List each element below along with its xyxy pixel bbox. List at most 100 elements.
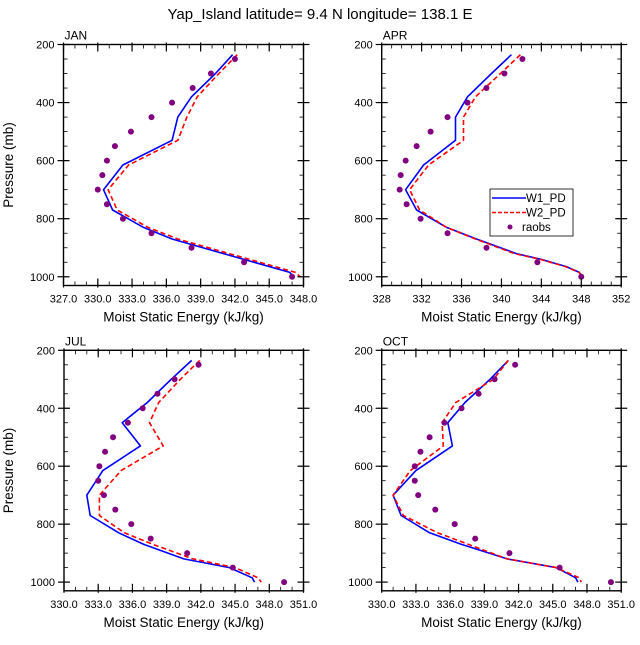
y-tick-label: 200 bbox=[354, 345, 372, 357]
raobs-point bbox=[403, 201, 410, 208]
raobs-point bbox=[432, 506, 439, 513]
panel-label: APR bbox=[383, 29, 408, 43]
x-tick-label: 345.0 bbox=[221, 599, 249, 611]
raobs-point bbox=[464, 99, 471, 106]
raobs-point bbox=[128, 521, 135, 528]
raobs-point bbox=[111, 143, 118, 150]
raobs-point bbox=[475, 390, 482, 397]
x-tick-label: 344 bbox=[532, 294, 550, 306]
panel-oct: OCT 330.0 333.0 336.0 339.0 342.0 345.0 348.0 35… bbox=[348, 334, 635, 630]
series-line-w2-pd bbox=[408, 54, 583, 278]
raobs-point bbox=[112, 506, 119, 513]
series-line-w2-pd bbox=[98, 359, 262, 583]
x-tick-label: 333.0 bbox=[84, 599, 112, 611]
raobs-point bbox=[556, 564, 563, 571]
raobs-point bbox=[607, 579, 614, 586]
raobs-point bbox=[501, 70, 508, 77]
raobs-point bbox=[119, 215, 126, 222]
raobs-point bbox=[94, 186, 101, 193]
y-tick-label: 1000 bbox=[348, 272, 372, 284]
raobs-point bbox=[441, 419, 448, 426]
x-tick-label: 330.0 bbox=[50, 599, 78, 611]
legend-label: W2_PD bbox=[526, 208, 566, 220]
raobs-point bbox=[229, 564, 236, 571]
x-tick-label: 351.0 bbox=[290, 599, 318, 611]
raobs-point bbox=[195, 361, 202, 368]
y-tick-label: 200 bbox=[36, 40, 54, 52]
raobs-point bbox=[110, 434, 117, 441]
y-tick-label: 400 bbox=[354, 98, 372, 110]
raobs-point bbox=[506, 550, 513, 557]
raobs-point bbox=[402, 157, 409, 164]
x-tick-label: 348 bbox=[572, 294, 590, 306]
x-tick-label: 332 bbox=[412, 294, 430, 306]
raobs-point bbox=[413, 143, 420, 150]
raobs-point bbox=[281, 579, 288, 586]
y-tick-label: 400 bbox=[37, 403, 55, 415]
y-tick-label: 600 bbox=[36, 156, 54, 168]
x-tick-label: 342.0 bbox=[221, 294, 249, 306]
raobs-point bbox=[458, 405, 465, 412]
x-tick-label: 342.0 bbox=[187, 599, 215, 611]
y-tick-label: 1000 bbox=[31, 577, 55, 589]
x-tick-label: 348.0 bbox=[256, 599, 284, 611]
raobs-point bbox=[171, 376, 178, 383]
x-tick-label: 339.0 bbox=[187, 294, 215, 306]
raobs-point bbox=[512, 361, 519, 368]
raobs-point bbox=[184, 550, 191, 557]
x-axis-label: Moist Static Energy (kJ/kg) bbox=[103, 310, 264, 325]
raobs-point bbox=[396, 186, 403, 193]
x-tick-label: 336.0 bbox=[153, 294, 181, 306]
panels: JAN 327.0 330.0 333.0 336.0 339.0 342.0 345.0 34… bbox=[1, 29, 635, 630]
x-tick-label: 328 bbox=[373, 294, 391, 306]
raobs-point bbox=[169, 99, 176, 106]
raobs-point bbox=[103, 157, 110, 164]
y-tick-label: 1000 bbox=[348, 577, 372, 589]
raobs-point bbox=[519, 56, 526, 63]
raobs-point bbox=[154, 390, 161, 397]
raobs-point bbox=[95, 477, 102, 484]
raobs-point bbox=[207, 70, 214, 77]
series-line-w2-pd bbox=[107, 54, 301, 278]
x-tick-label: 336.0 bbox=[436, 599, 464, 611]
raobs-point bbox=[148, 230, 155, 237]
raobs-point bbox=[289, 273, 296, 280]
x-tick-label: 340 bbox=[492, 294, 510, 306]
raobs-point bbox=[397, 172, 404, 179]
raobs-point bbox=[124, 419, 131, 426]
x-axis-label: Moist Static Energy (kJ/kg) bbox=[421, 310, 582, 325]
y-axis-label: Pressure (mb) bbox=[1, 428, 16, 514]
x-tick-label: 330.0 bbox=[368, 599, 396, 611]
plot-frame bbox=[63, 349, 305, 592]
y-tick-label: 800 bbox=[354, 214, 372, 226]
raobs-point bbox=[411, 477, 418, 484]
x-tick-label: 336 bbox=[452, 294, 470, 306]
y-tick-label: 600 bbox=[354, 156, 372, 168]
raobs-point bbox=[96, 463, 103, 470]
raobs-point bbox=[139, 405, 146, 412]
raobs-point bbox=[189, 85, 196, 92]
panel-label: JAN bbox=[65, 29, 88, 43]
x-tick-label: 336.0 bbox=[119, 599, 147, 611]
series-line-w1-pd bbox=[102, 54, 294, 278]
legend-box bbox=[489, 188, 574, 237]
x-tick-label: 348.0 bbox=[573, 599, 601, 611]
raobs-point bbox=[427, 128, 434, 135]
raobs-point bbox=[426, 434, 433, 441]
raobs-point bbox=[415, 492, 422, 499]
x-tick-label: 339.0 bbox=[471, 599, 499, 611]
raobs-point bbox=[578, 273, 585, 280]
y-tick-label: 1000 bbox=[30, 272, 54, 284]
raobs-point bbox=[444, 114, 451, 121]
series-line-w2-pd bbox=[392, 359, 583, 583]
raobs-point bbox=[102, 448, 109, 455]
legend-label: raobs bbox=[522, 222, 551, 234]
raobs-point bbox=[100, 492, 107, 499]
raobs-point bbox=[147, 535, 154, 542]
series-line-w1-pd bbox=[404, 54, 583, 278]
x-tick-label: 345.0 bbox=[255, 294, 283, 306]
raobs-point bbox=[148, 114, 155, 121]
raobs-point bbox=[417, 448, 424, 455]
